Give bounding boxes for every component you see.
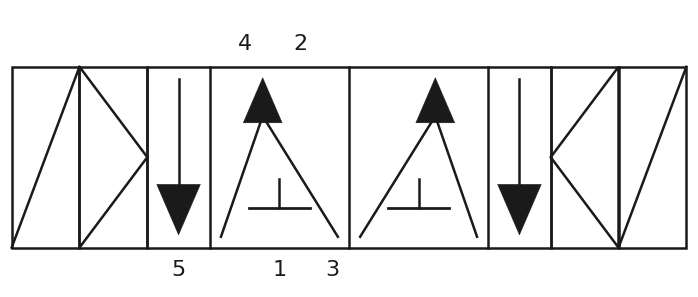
- Polygon shape: [243, 78, 282, 123]
- Polygon shape: [156, 184, 200, 235]
- Text: 3: 3: [325, 260, 339, 280]
- Text: 1: 1: [272, 260, 286, 280]
- Polygon shape: [416, 78, 455, 123]
- Polygon shape: [498, 184, 542, 235]
- Text: 2: 2: [293, 34, 307, 54]
- Text: 5: 5: [172, 260, 186, 280]
- Text: 4: 4: [237, 34, 252, 54]
